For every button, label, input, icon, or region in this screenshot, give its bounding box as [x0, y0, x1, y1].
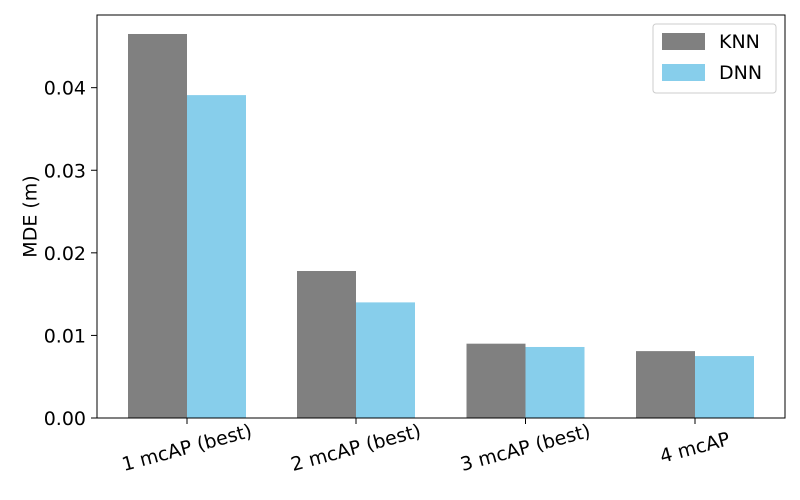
- bar-knn-2: [297, 271, 356, 418]
- bar-knn-3: [466, 343, 526, 418]
- y-axis-label: MDE (m): [20, 175, 42, 257]
- bar-knn-4: [636, 351, 695, 418]
- legend-swatch-dnn: [662, 64, 705, 81]
- bar-dnn-1: [187, 95, 246, 419]
- y-tick-label: 0.04: [44, 78, 86, 100]
- y-axis: 0.00 0.01 0.02 0.03 0.04: [44, 78, 97, 430]
- legend-label-dnn: DNN: [719, 62, 762, 84]
- bar-dnn-4: [695, 356, 754, 418]
- legend: KNN DNN: [652, 23, 777, 94]
- bar-knn-1: [128, 33, 187, 419]
- legend-swatch-knn: [662, 33, 705, 50]
- bar-dnn-2: [356, 302, 415, 418]
- bar-dnn-3: [525, 346, 585, 418]
- y-tick-label: 0.01: [44, 325, 86, 347]
- legend-label-knn: KNN: [719, 31, 760, 53]
- y-tick-label: 0.02: [44, 243, 86, 265]
- y-tick-label: 0.00: [44, 408, 86, 430]
- y-tick-label: 0.03: [44, 160, 86, 182]
- plot-frame: [96, 14, 786, 419]
- bars-layer: [128, 33, 754, 419]
